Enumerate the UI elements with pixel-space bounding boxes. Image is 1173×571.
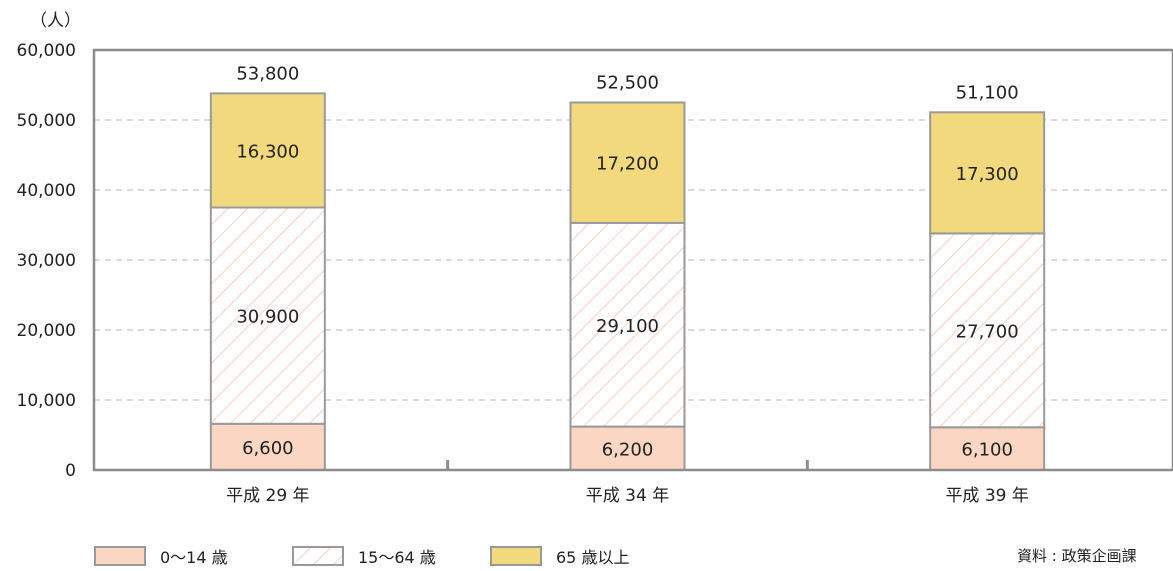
segment-value-label: 27,700 [956,321,1019,342]
segment-value-label: 17,300 [956,164,1019,185]
y-tick-label: 40,000 [17,181,76,201]
legend-swatch-0-14 [94,546,146,566]
x-category-label: 平成 39 年 [945,486,1028,506]
total-value-label: 52,500 [596,73,659,94]
legend-item-15-64: 15〜64 歳 [292,543,436,569]
segment-value-label: 30,900 [236,307,299,328]
legend-swatch-15-64 [292,546,344,566]
segment-value-label: 17,200 [596,154,659,175]
data-labels: 6,600 30,900 16,300 53,800 平成 29 年 6,200 29,10… [226,63,1029,506]
y-tick-label: 60,000 [17,41,76,61]
bar-segment [569,101,686,224]
legend: 0〜14 歳 15〜64 歳 65 歳以上 [0,543,1173,569]
y-axis-ticks: 0 10,000 20,000 30,000 40,000 50,000 60,000 [17,41,76,481]
bar-segment [209,206,326,425]
x-axis-ticks [446,460,809,470]
segment-value-label: 29,100 [596,316,659,337]
y-tick-label: 20,000 [17,321,76,341]
segment-value-label: 16,300 [236,141,299,162]
y-axis-unit-label: （人） [30,11,81,31]
segment-value-label: 6,200 [602,439,654,460]
x-category-label: 平成 29 年 [226,486,309,506]
segment-value-label: 6,600 [242,438,294,459]
x-category-label: 平成 34 年 [586,486,669,506]
total-value-label: 53,800 [236,63,299,84]
legend-label-15-64: 15〜64 歳 [358,548,436,567]
bar-segment [929,232,1046,429]
y-tick-label: 50,000 [17,111,76,131]
bar-segment [209,92,326,209]
legend-item-65-plus: 65 歳以上 [490,543,629,569]
y-tick-label: 10,000 [17,391,76,411]
legend-swatch-65-plus [490,546,542,566]
segment-value-label: 6,100 [961,440,1013,461]
legend-label-65-plus: 65 歳以上 [556,548,630,567]
y-tick-label: 30,000 [17,251,76,271]
bar-segment [929,111,1046,235]
legend-label-0-14: 0〜14 歳 [160,548,228,567]
bars [209,92,1046,472]
bar-segment [209,422,326,471]
source-note: 資料 : 政策企画課 [1017,547,1137,565]
y-tick-label: 0 [65,461,76,481]
total-value-label: 51,100 [956,82,1019,103]
plot-frame [92,48,1173,472]
legend-item-0-14: 0〜14 歳 [94,543,228,569]
